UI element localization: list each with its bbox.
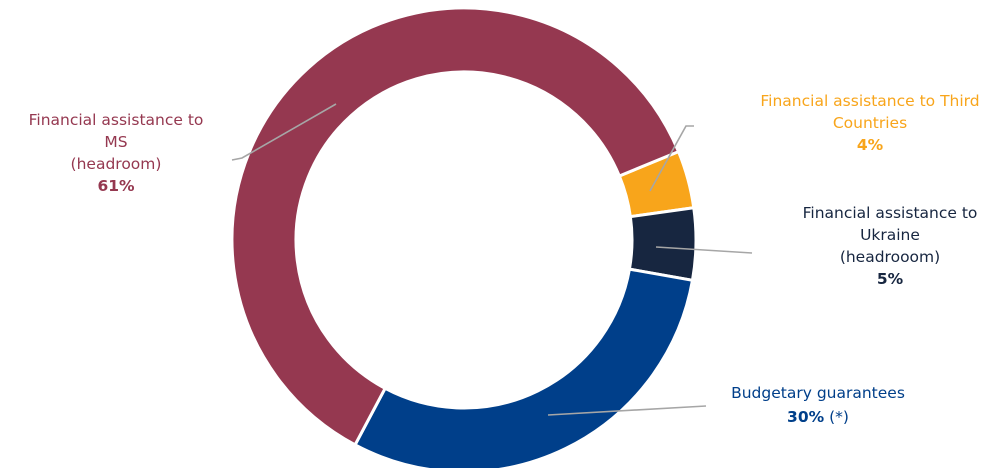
label-line: Budgetary guarantees: [731, 384, 905, 402]
label-line: Countries: [833, 114, 907, 132]
label-line: Financial assistance to: [803, 204, 978, 222]
label-line: (headroom): [71, 155, 162, 173]
percent-value: 4%: [857, 136, 884, 154]
leader-line-budgetary-guarantees: [547, 405, 707, 416]
percent-note: (*): [824, 408, 849, 426]
label-line: Financial assistance to: [29, 111, 204, 129]
data-label-ms: Financial assistance to MS (headroom) 61%: [29, 111, 204, 195]
percent-value: 61%: [97, 177, 135, 195]
label-line: (headrooom): [840, 248, 940, 266]
data-label-budgetary-guarantees: Budgetary guarantees 30% (*): [731, 384, 905, 426]
percent-value: 5%: [877, 270, 904, 288]
leader-line-third-countries: [649, 125, 694, 192]
label-line: Ukraine: [860, 226, 920, 244]
label-line: Financial assistance to Third: [760, 92, 979, 110]
leader-line-ukraine: [655, 246, 753, 254]
data-label-third-countries: Financial assistance to Third Countries 4%: [760, 92, 979, 154]
donut-slice-budgetary-guarantees: [353, 267, 695, 468]
percent-value: 30%: [787, 408, 825, 426]
donut-slice-ms: [230, 6, 681, 447]
leader-line-ms: [231, 103, 337, 161]
data-label-ukraine: Financial assistance to Ukraine (headrooom…: [803, 204, 978, 288]
label-line: MS: [104, 133, 127, 151]
donut-slice-ukraine: [627, 206, 698, 283]
